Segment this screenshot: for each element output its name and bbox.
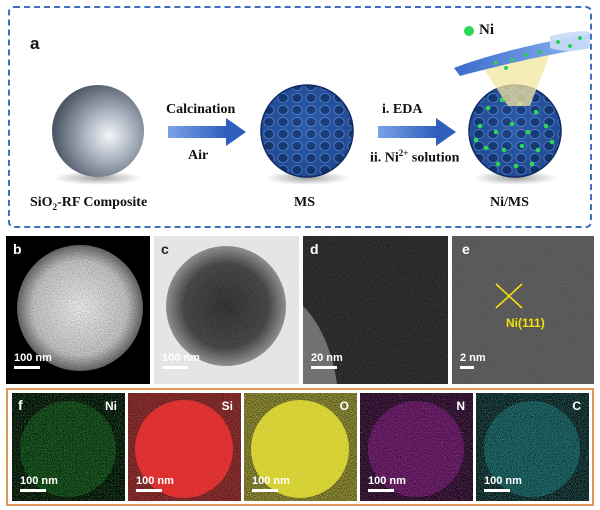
scale-bar-c-map-text: 100 nm — [484, 475, 522, 487]
air-label: Air — [188, 148, 209, 163]
scale-bar-si — [136, 489, 162, 492]
silica-sphere — [52, 85, 144, 177]
scale-bar-si-text: 100 nm — [136, 475, 174, 487]
lattice-marker — [495, 283, 523, 309]
micrograph-row: b 100 nm c 100 nm — [6, 236, 594, 384]
panel-label-e: e — [462, 241, 470, 257]
eds-mapping-panel: f Ni 100 nm Si 100 nm O 100 nm N 100 nm … — [6, 388, 594, 506]
panel-label-c: c — [161, 241, 169, 257]
scale-bar-e — [460, 366, 474, 369]
scale-bar-c-map — [484, 489, 510, 492]
arrow-1 — [226, 118, 246, 146]
micrograph-e: e Ni(111) 2 nm — [452, 236, 594, 384]
panel-label-a: a — [30, 34, 40, 53]
ni-ms-label: Ni/MS — [490, 195, 529, 210]
ni-legend-label: Ni — [479, 22, 494, 38]
element-label-si: Si — [221, 399, 233, 413]
eds-map-ni: f Ni 100 nm — [12, 393, 125, 501]
eds-map-si: Si 100 nm — [128, 393, 241, 501]
ni-legend-dot — [464, 26, 474, 36]
scale-bar-n — [368, 489, 394, 492]
eds-map-c: C 100 nm — [476, 393, 589, 501]
lattice-annotation: Ni(111) — [506, 316, 545, 330]
panel-label-b: b — [13, 241, 22, 257]
scale-bar-n-text: 100 nm — [368, 475, 406, 487]
element-label-ni: Ni — [105, 399, 117, 413]
ms-sphere — [260, 84, 354, 178]
eda-label: i. EDA — [382, 102, 423, 117]
element-label-c: C — [572, 399, 581, 413]
scale-bar-o-text: 100 nm — [252, 475, 290, 487]
schematic-graphics — [52, 26, 590, 185]
arrow-2 — [436, 118, 456, 146]
element-label-n: N — [456, 399, 465, 413]
element-label-o: O — [339, 399, 349, 413]
scale-bar-d — [311, 366, 337, 369]
scale-bar-c — [162, 366, 188, 369]
eds-map-n: N 100 nm — [360, 393, 473, 501]
ni-solution-label: ii. Ni2+ solution — [370, 148, 460, 166]
scale-bar-ni — [20, 489, 46, 492]
micrograph-b: b 100 nm — [6, 236, 150, 384]
pore-wall-blade — [454, 31, 590, 76]
scale-bar-ni-text: 100 nm — [20, 475, 58, 487]
eds-map-o: O 100 nm — [244, 393, 357, 501]
panel-label-f: f — [18, 397, 23, 413]
scale-bar-b-text: 100 nm — [14, 352, 52, 364]
panel-label-d: d — [310, 241, 319, 257]
scale-bar-c-text: 100 nm — [162, 352, 200, 364]
scale-bar-b — [14, 366, 40, 369]
schematic-panel: a SiO2-RF Composite Calcination Air MS i… — [8, 6, 592, 228]
zoom-cone — [482, 54, 550, 106]
calcination-label: Calcination — [166, 102, 236, 117]
micrograph-d: d 20 nm — [303, 236, 448, 384]
scale-bar-d-text: 20 nm — [311, 352, 343, 364]
composite-label: SiO2-RF Composite — [30, 195, 148, 212]
scale-bar-e-text: 2 nm — [460, 352, 486, 364]
scale-bar-o — [252, 489, 278, 492]
micrograph-c: c 100 nm — [154, 236, 299, 384]
ms-label: MS — [294, 195, 315, 210]
